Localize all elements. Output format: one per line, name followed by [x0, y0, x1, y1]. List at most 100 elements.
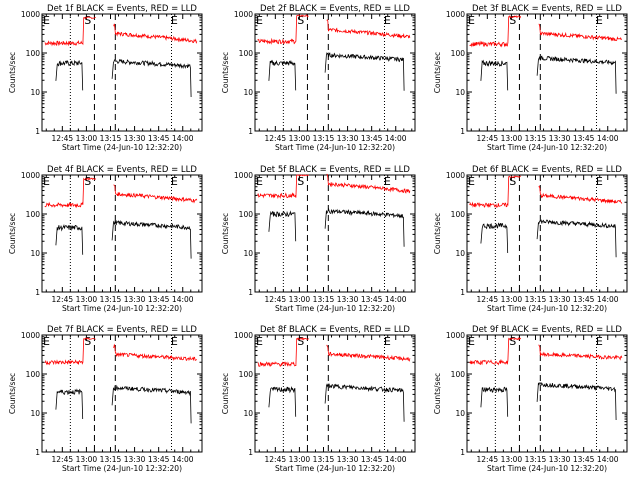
region-marker-E: E — [596, 335, 603, 348]
y-tick-label: 100 — [26, 49, 41, 58]
y-axis-label: Counts/sec — [8, 52, 17, 93]
y-tick-label: 1 — [460, 448, 465, 457]
series-events-segment-1 — [480, 59, 509, 91]
region-marker-E: E — [43, 335, 50, 348]
y-tick-label: 1 — [35, 288, 40, 297]
plot-frame — [41, 174, 203, 293]
plot-frame — [466, 334, 628, 453]
plot-frame — [41, 13, 203, 132]
series-events-segment-2 — [536, 219, 617, 258]
plot-frame — [254, 174, 416, 293]
panel-title: Det 9f BLACK = Events, RED = LLD — [472, 325, 622, 335]
x-tick-label: 12:45 — [265, 134, 287, 143]
y-tick-label: 10 — [455, 409, 465, 418]
panel-title: Det 2f BLACK = Events, RED = LLD — [260, 4, 410, 14]
series-events-segment-2 — [536, 55, 617, 94]
detector-panel: Det 3f BLACK = Events, RED = LLD 1 10 100 10… — [433, 4, 628, 152]
y-tick-label: 100 — [451, 210, 466, 219]
x-axis-label: Start Time (24-Jun-10 12:32:20) — [487, 304, 607, 313]
x-tick-label: 14:00 — [172, 455, 194, 464]
y-axis-label: Counts/sec — [221, 373, 230, 414]
series-lld-segment-2 — [326, 19, 411, 39]
y-tick-label: 10 — [455, 249, 465, 258]
y-axis-label: Counts/sec — [433, 52, 442, 93]
series-lld-segment-1 — [257, 14, 309, 45]
series-events-segment-2 — [324, 52, 405, 91]
y-axis-label: Counts/sec — [221, 52, 230, 93]
y-tick-label: 1000 — [21, 331, 40, 340]
series-lld-segment-2 — [326, 344, 411, 362]
region-marker-E: E — [43, 175, 50, 188]
x-tick-label: 13:30 — [337, 455, 359, 464]
x-tick-label: 14:00 — [385, 295, 407, 304]
region-marker-E: E — [596, 14, 603, 27]
detector-panel: Det 7f BLACK = Events, RED = LLD 1 10 100 10… — [8, 325, 203, 473]
x-tick-label: 13:45 — [361, 134, 383, 143]
series-lld-segment-1 — [44, 337, 96, 366]
plot-frame — [41, 334, 203, 453]
y-tick-label: 10 — [243, 409, 253, 418]
region-marker-S: S — [297, 335, 304, 348]
region-marker-S: S — [297, 14, 304, 27]
series-lld-segment-2 — [113, 184, 198, 204]
series-events-segment-1 — [268, 59, 297, 91]
panel-title: Det 8f BLACK = Events, RED = LLD — [260, 325, 410, 335]
x-tick-label: 13:30 — [549, 295, 571, 304]
y-tick-label: 1 — [460, 288, 465, 297]
x-tick-label: 12:45 — [265, 295, 287, 304]
panel-title: Det 4f BLACK = Events, RED = LLD — [47, 165, 197, 175]
y-tick-label: 1 — [248, 448, 253, 457]
x-tick-label: 13:00 — [76, 455, 98, 464]
x-axis-label: Start Time (24-Jun-10 12:32:20) — [62, 464, 182, 473]
y-tick-label: 10 — [30, 249, 40, 258]
x-tick-label: 13:30 — [549, 455, 571, 464]
y-tick-label: 1 — [35, 127, 40, 136]
series-lld-segment-1 — [257, 337, 309, 368]
x-tick-label: 13:30 — [337, 295, 359, 304]
x-tick-label: 12:45 — [52, 134, 74, 143]
region-marker-E: E — [256, 175, 263, 188]
y-tick-label: 100 — [239, 210, 254, 219]
series-lld-segment-1 — [257, 174, 309, 200]
y-tick-label: 10 — [30, 409, 40, 418]
y-tick-label: 100 — [26, 210, 41, 219]
series-lld-segment-1 — [469, 175, 521, 208]
plot-frame — [254, 13, 416, 132]
series-events-segment-2 — [111, 384, 192, 424]
y-tick-label: 1000 — [21, 171, 40, 180]
x-axis-label: Start Time (24-Jun-10 12:32:20) — [487, 464, 607, 473]
x-tick-label: 13:15 — [313, 295, 335, 304]
x-tick-label: 12:45 — [265, 455, 287, 464]
y-axis-label: Counts/sec — [433, 213, 442, 254]
x-tick-label: 13:30 — [549, 134, 571, 143]
x-tick-label: 13:00 — [289, 134, 311, 143]
x-tick-label: 13:45 — [573, 455, 595, 464]
region-marker-S: S — [297, 175, 304, 188]
series-lld-segment-1 — [469, 15, 522, 48]
x-tick-label: 13:45 — [148, 455, 170, 464]
series-events-segment-1 — [55, 224, 84, 255]
x-tick-label: 14:00 — [172, 134, 194, 143]
x-tick-label: 13:30 — [337, 134, 359, 143]
region-marker-E: E — [468, 175, 475, 188]
x-tick-label: 14:00 — [597, 134, 619, 143]
series-events-segment-1 — [480, 386, 509, 417]
x-tick-label: 13:00 — [289, 295, 311, 304]
region-marker-S: S — [84, 175, 91, 188]
y-tick-label: 1000 — [446, 10, 465, 19]
series-events-segment-1 — [268, 210, 297, 242]
panel-title: Det 7f BLACK = Events, RED = LLD — [47, 325, 197, 335]
x-tick-label: 13:45 — [148, 134, 170, 143]
series-lld-segment-1 — [44, 16, 96, 47]
region-marker-E: E — [468, 335, 475, 348]
x-tick-label: 13:15 — [100, 295, 122, 304]
region-marker-E: E — [384, 175, 391, 188]
region-marker-E: E — [43, 14, 50, 27]
plot-frame — [254, 334, 416, 453]
y-tick-label: 10 — [455, 88, 465, 97]
x-axis-label: Start Time (24-Jun-10 12:32:20) — [62, 304, 182, 313]
x-tick-label: 13:15 — [100, 455, 122, 464]
y-axis-label: Counts/sec — [8, 373, 17, 414]
x-tick-label: 13:30 — [124, 134, 146, 143]
